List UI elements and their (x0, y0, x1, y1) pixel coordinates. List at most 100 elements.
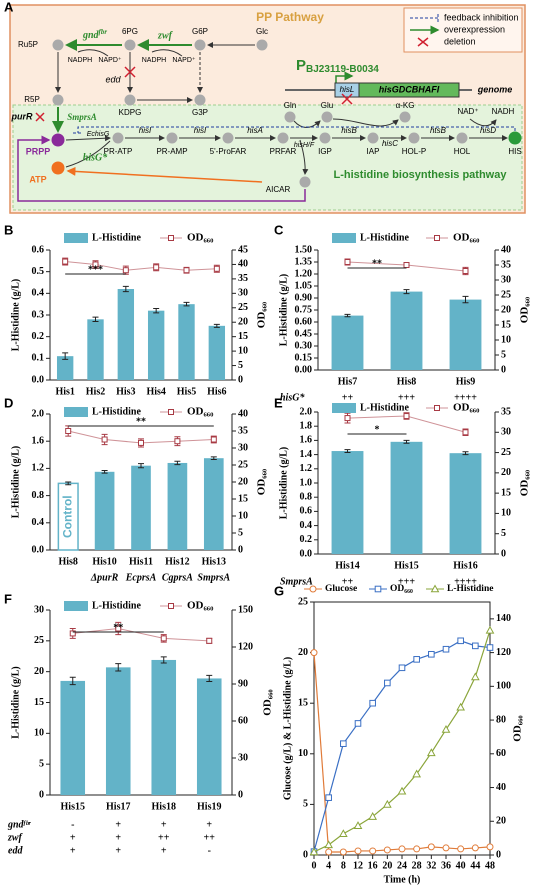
tick-label: 35 (501, 406, 511, 417)
gene: hisA (247, 126, 263, 135)
genotype-value: + (115, 819, 121, 830)
category-label: His4 (146, 386, 165, 397)
marker (441, 724, 451, 733)
tick-label: 25 (34, 635, 44, 646)
legend-label: OD₆₆₀ (453, 402, 480, 414)
y2-axis-label: OD₆₆₀ (256, 301, 268, 328)
tick-label: 0 (238, 374, 243, 385)
tick-label: 15 (501, 319, 511, 330)
tick-label: 1.20 (295, 268, 313, 279)
od-marker (153, 264, 160, 271)
metabolite: PR-AMP (156, 147, 187, 156)
metabolite: NADH (492, 107, 515, 116)
legend-label: L-Histidine (92, 406, 141, 417)
marker (339, 848, 347, 856)
legend-swatch (64, 601, 88, 611)
od-marker (65, 428, 72, 434)
significance-label: ** (136, 416, 146, 427)
tick-label: 35 (238, 273, 248, 284)
promoter-p: P (296, 57, 306, 74)
tick-label: 0.8 (32, 490, 45, 501)
marker (354, 847, 362, 855)
error-bar (122, 285, 129, 293)
metabolite: HIS (508, 147, 521, 156)
sublabel: SmprsA (197, 572, 230, 583)
gene: hisD (480, 126, 496, 135)
tick-label: 1.35 (295, 256, 313, 267)
marker (413, 656, 420, 663)
error-bar (183, 301, 190, 307)
metabolite: IGP (318, 147, 332, 156)
tick-label: 0.4 (32, 517, 45, 528)
tick-label: 5 (238, 360, 243, 371)
marker (369, 699, 376, 707)
tick-label: 0.0 (32, 374, 45, 385)
tick-label: 1.05 (295, 280, 313, 291)
tick-label: 120 (238, 641, 253, 652)
metabolite: Ru5P (18, 40, 38, 49)
tick-label: 0.5 (32, 266, 45, 277)
genotype-value: + (161, 819, 167, 830)
marker (310, 649, 318, 657)
tick-label: 1.6 (32, 435, 45, 446)
metabolite: PRPP (26, 146, 51, 156)
genotype-value: ++++ (454, 576, 477, 587)
metabolite: Glu (321, 101, 333, 110)
tick-label: 100 (496, 681, 511, 692)
tick-label: 10 (238, 510, 248, 521)
legend-marker (434, 405, 440, 411)
his-region (12, 104, 523, 211)
tick-label: 90 (238, 678, 248, 689)
error-bar (92, 316, 99, 322)
tick-label: 25 (501, 289, 511, 300)
tick-label: 0.60 (295, 316, 313, 327)
legend-deletion (417, 37, 429, 47)
category-label: His9 (456, 376, 475, 387)
metabolite: Glc (256, 27, 268, 36)
tick-label: 60 (238, 715, 248, 726)
metabolite: G3P (192, 108, 208, 117)
genotype-label: gndᶠᵇʳ (7, 819, 31, 830)
pp-title: PP Pathway (256, 10, 324, 24)
legend-label: L-Histidine (447, 584, 493, 594)
error-bar (210, 456, 217, 461)
tick-label: 5 (501, 349, 506, 360)
legend-text: deletion (444, 36, 476, 46)
category-label: His13 (202, 556, 226, 567)
tick-label: 1.4 (300, 449, 313, 460)
category-label: His6 (207, 386, 226, 397)
genotype-value: + (115, 832, 121, 843)
legend-inhibition (410, 14, 439, 22)
tick-label: 30 (501, 427, 511, 438)
panel-a: A PP Pathway feedback inhibition overexp… (4, 0, 526, 214)
category-label: His7 (338, 376, 357, 387)
promoter: PBJ23119-B0034 (296, 57, 379, 75)
tick-label: 0.90 (295, 292, 313, 303)
sublabel: ΔpurR (90, 572, 119, 583)
tick-label: 25 (501, 447, 511, 458)
tick-label: 36 (441, 860, 451, 871)
y2-axis-label: OD₆₆₀ (519, 296, 531, 323)
tick-label: 0.2 (300, 534, 313, 545)
metabolite: 6PG (122, 27, 138, 36)
tick-label: 0 (501, 548, 506, 559)
category-label: His8 (397, 376, 416, 387)
control-label: Control (60, 495, 74, 538)
bar (147, 310, 165, 380)
marker (426, 748, 436, 757)
tick-label: 20 (501, 467, 511, 478)
od-marker (69, 630, 76, 637)
category-label: His8 (58, 556, 77, 567)
tick-label: 0.6 (300, 506, 313, 517)
marker (486, 843, 494, 851)
bar (151, 659, 177, 795)
error-bar (115, 663, 122, 672)
genotype-value: ++ (342, 576, 354, 587)
category-label: His15 (61, 801, 85, 812)
promoter-name: BJ23119-B0034 (306, 64, 379, 75)
y-axis-label: Glucose (g/L) & L-Histidine (g/L) (282, 657, 293, 800)
tick-label: 0.15 (295, 352, 313, 363)
tick-label: 25 (238, 302, 248, 313)
genotype-value: + (115, 845, 121, 856)
metabolite: NAD⁺ (457, 107, 478, 116)
